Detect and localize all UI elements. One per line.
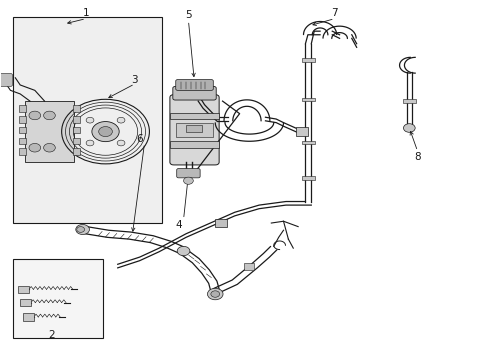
Bar (13, 17, 161, 223)
Bar (13, 259, 103, 338)
Circle shape (86, 117, 94, 123)
Bar (18, 286, 29, 293)
Circle shape (117, 117, 125, 123)
Circle shape (43, 143, 55, 152)
Bar (169, 141, 219, 148)
Bar (296, 127, 307, 136)
Bar (301, 58, 315, 62)
Text: 4: 4 (175, 220, 182, 230)
FancyBboxPatch shape (0, 73, 12, 86)
Circle shape (183, 177, 193, 184)
Bar (19, 127, 26, 134)
Text: 5: 5 (185, 10, 191, 20)
Bar (19, 138, 26, 144)
Bar (20, 299, 31, 306)
Bar (19, 105, 26, 112)
Bar (301, 140, 315, 144)
Text: 2: 2 (48, 330, 55, 339)
Bar (402, 99, 415, 103)
Circle shape (207, 288, 223, 300)
Circle shape (117, 140, 125, 146)
Circle shape (77, 226, 84, 232)
Bar (169, 113, 219, 119)
Bar (73, 148, 80, 155)
Text: 8: 8 (413, 152, 420, 162)
Circle shape (99, 127, 112, 136)
Circle shape (210, 291, 219, 297)
Bar (19, 116, 26, 123)
Circle shape (29, 143, 41, 152)
FancyBboxPatch shape (175, 80, 213, 90)
Circle shape (43, 111, 55, 120)
Circle shape (29, 111, 41, 120)
Bar (23, 314, 34, 320)
Circle shape (76, 225, 89, 234)
Bar (73, 116, 80, 123)
FancyBboxPatch shape (176, 168, 200, 178)
Bar (243, 263, 254, 270)
FancyBboxPatch shape (169, 95, 219, 165)
Bar (19, 148, 26, 155)
Bar (301, 176, 315, 180)
Circle shape (86, 140, 94, 146)
Text: 3: 3 (131, 75, 138, 85)
Bar (73, 127, 80, 134)
Bar (301, 98, 315, 101)
Circle shape (403, 124, 414, 132)
Circle shape (177, 246, 189, 256)
Bar (73, 138, 80, 144)
Text: 6: 6 (136, 134, 142, 144)
Circle shape (92, 122, 119, 141)
Bar (185, 125, 201, 132)
Text: 1: 1 (82, 8, 89, 18)
Bar (73, 105, 80, 112)
Bar (176, 123, 212, 137)
FancyBboxPatch shape (25, 101, 74, 162)
Bar (215, 220, 226, 227)
FancyBboxPatch shape (172, 86, 216, 100)
Text: 7: 7 (331, 8, 337, 18)
